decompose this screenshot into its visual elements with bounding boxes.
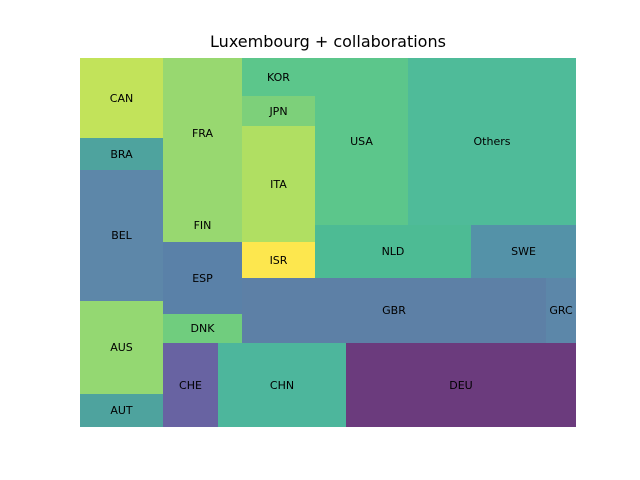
treemap-cell-kor: KOR	[242, 58, 315, 96]
treemap-cell-label: FRA	[191, 126, 214, 140]
treemap-cell-chn: CHN	[218, 343, 346, 427]
treemap-cell-aus: AUS	[80, 301, 163, 394]
treemap-cell-deu: DEU	[346, 343, 576, 427]
treemap-cell-label: DNK	[190, 322, 215, 335]
treemap-cell-esp: ESP	[163, 242, 242, 314]
treemap-cell-label: GBR	[382, 304, 406, 317]
treemap-cell-can: CAN	[80, 58, 163, 138]
treemap-cell-label: CHE	[179, 378, 202, 392]
treemap-cell-label: KOR	[267, 70, 290, 84]
treemap-cell-label: AUS	[110, 341, 133, 354]
treemap-cell-label: AUT	[110, 404, 133, 417]
treemap-cell-bra: BRA	[80, 138, 163, 170]
treemap-cell-ita: ITA	[242, 126, 315, 242]
chart-title: Luxembourg + collaborations	[210, 32, 446, 51]
treemap-cell-fra: FRA	[163, 58, 242, 208]
treemap-cell-usa: USA	[315, 58, 408, 225]
treemap-cell-label: CAN	[109, 91, 134, 105]
treemap-cell-isr: ISR	[242, 242, 315, 278]
treemap-cell-label: CHN	[269, 378, 295, 392]
treemap-cell-label: ITA	[270, 177, 287, 191]
treemap-cell-label: JPN	[269, 104, 288, 118]
treemap-cell-aut: AUT	[80, 394, 163, 427]
treemap-cell-others: Others	[408, 58, 576, 225]
treemap-cell-gbr: GBR	[242, 278, 546, 343]
treemap-cell-swe: SWE	[471, 225, 576, 278]
treemap-cell-label: FIN	[193, 218, 212, 232]
treemap-cell-bel: BEL	[80, 170, 163, 301]
treemap-cell-label: BEL	[111, 229, 132, 242]
treemap-cell-label: SWE	[511, 245, 536, 258]
treemap-cell-label: NLD	[381, 245, 405, 258]
treemap-cell-dnk: DNK	[163, 314, 242, 343]
treemap-cell-label: USA	[350, 135, 373, 148]
treemap-cell-fin: FIN	[163, 208, 242, 242]
treemap-cell-grc: GRC	[546, 278, 576, 343]
treemap-cell-label: ISR	[269, 253, 288, 267]
treemap-cell-label: ESP	[192, 271, 213, 285]
treemap-cell-jpn: JPN	[242, 96, 315, 126]
treemap-plot: CAN BRA BEL AUS AUT FRA FIN ESP DNK KOR JPN ITA ISR U…	[80, 58, 576, 427]
treemap-cell-label: BRA	[110, 147, 133, 161]
treemap-cell-che: CHE	[163, 343, 218, 427]
treemap-cell-label: Others	[473, 135, 511, 148]
treemap-cell-label: GRC	[549, 304, 573, 317]
treemap-cell-nld: NLD	[315, 225, 471, 278]
treemap-cell-label: DEU	[449, 378, 473, 392]
